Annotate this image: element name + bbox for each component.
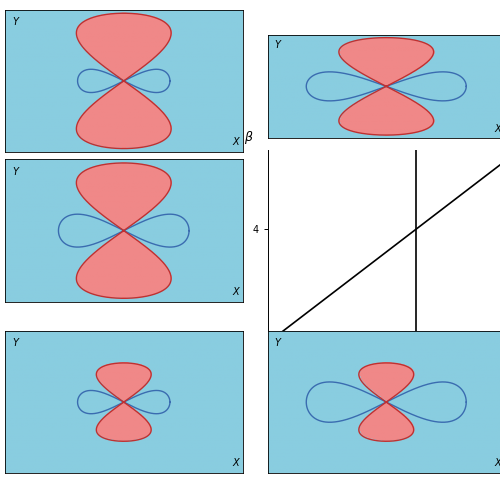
Text: Y: Y <box>12 167 18 176</box>
Text: X: X <box>232 458 239 469</box>
Text: Y: Y <box>274 338 280 348</box>
Text: Y: Y <box>12 17 18 27</box>
Text: Y: Y <box>274 40 280 50</box>
Text: Y: Y <box>12 338 18 348</box>
Text: X: X <box>495 458 500 469</box>
Text: X: X <box>495 124 500 134</box>
Text: X: X <box>232 287 239 297</box>
X-axis label: $\alpha$: $\alpha$ <box>381 365 392 378</box>
Y-axis label: $\beta$: $\beta$ <box>244 129 254 146</box>
Text: X: X <box>232 137 239 147</box>
